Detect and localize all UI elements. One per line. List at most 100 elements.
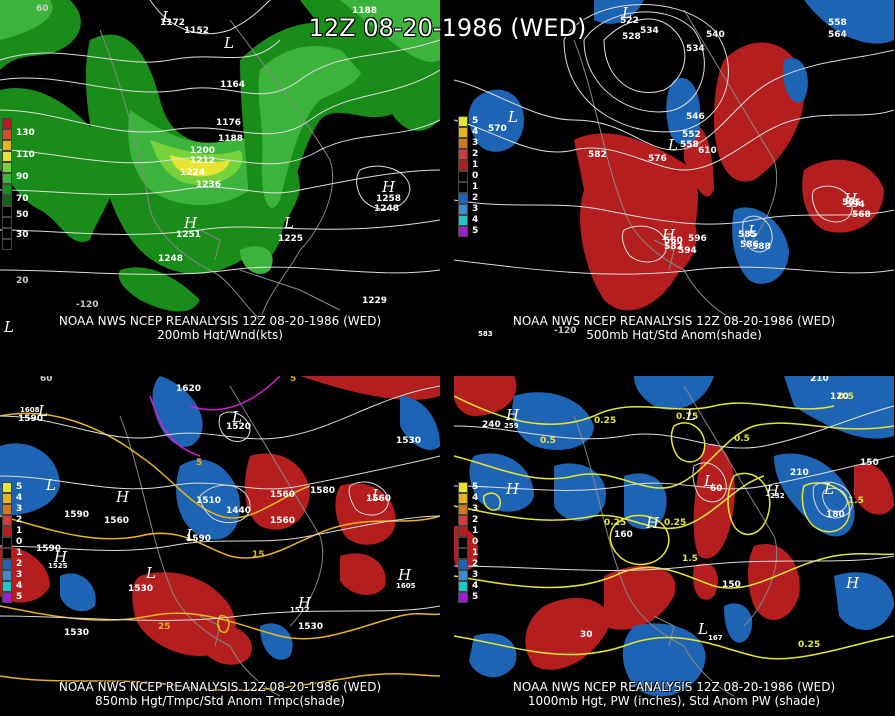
anomaly-legend: 5 4 3 2 1 0 1 2 3 4 5 <box>2 482 22 603</box>
panel-850mb: 1590 1608 1620 1560 1530 1590 1560 1590 … <box>0 376 440 716</box>
contour-label: 5 <box>196 458 203 468</box>
legend-label: 130 <box>16 128 35 138</box>
contour-label: 1164 <box>220 80 246 90</box>
contour-label: 5 <box>290 376 297 384</box>
panel-200mb: 1172 1152 1188 1164 1176 1188 1200 1212 … <box>0 0 440 340</box>
contour-label: 160 <box>614 530 633 540</box>
legend-label: 4 <box>472 493 479 503</box>
contour-label: 1258 <box>376 194 402 204</box>
contour-label: 180 <box>826 510 845 520</box>
high-center-marker: H <box>646 514 660 532</box>
low-center-marker: L <box>46 476 56 494</box>
contour-label: 1580 <box>310 486 336 496</box>
contour-label: 595 <box>842 198 861 208</box>
legend-label: 3 <box>472 138 479 148</box>
contour-label: 259 <box>504 422 519 430</box>
legend-label: 4 <box>16 581 23 591</box>
caption-line1: NOAA NWS NCEP REANALYSIS 12Z 08-20-1986 … <box>512 314 836 328</box>
high-center-marker: H <box>184 214 198 232</box>
contour-label: 1188 <box>218 134 244 144</box>
low-center-marker: L <box>508 108 518 126</box>
panel-caption: NOAA NWS NCEP REANALYSIS 12Z 08-20-1986 … <box>454 680 894 708</box>
contour-label: 60 <box>710 484 723 494</box>
contour-label: 1212 <box>190 156 216 166</box>
legend-label: 5 <box>472 482 479 492</box>
low-center-marker: L <box>146 564 156 582</box>
low-center-marker: L <box>668 136 678 154</box>
legend-label: 90 <box>16 172 29 182</box>
caption-line1: NOAA NWS NCEP REANALYSIS 12Z 08-20-1986 … <box>58 314 382 328</box>
contour-label: 0.25 <box>604 518 627 528</box>
high-center-marker: H <box>298 594 312 612</box>
contour-label: 1590 <box>64 510 90 520</box>
contour-label: 1530 <box>396 436 422 446</box>
contour-label: 540 <box>706 30 725 40</box>
contour-label: 564 <box>828 30 847 40</box>
contour-label: 1590 <box>18 414 44 424</box>
caption-line2: 1000mb Hgt, PW (inches), Std Anom PW (sh… <box>527 694 821 708</box>
legend-label: 4 <box>16 493 23 503</box>
legend-label: 0 <box>16 537 23 547</box>
contour-label: 150 <box>860 458 879 468</box>
legend-label: 0 <box>472 171 479 181</box>
legend-label: 2 <box>472 559 479 569</box>
legend-label: 4 <box>472 581 479 591</box>
contour-label: 1200 <box>190 146 216 156</box>
high-center-marker: H <box>662 226 676 244</box>
contour-label: 1440 <box>226 506 252 516</box>
legend-label: 1 <box>16 526 23 536</box>
contour-label: 1520 <box>226 422 252 432</box>
high-center-marker: H <box>506 480 520 498</box>
contour-label: 1248 <box>374 204 400 214</box>
contour-label: 1560 <box>270 490 296 500</box>
contour-label: 240 <box>482 420 501 430</box>
contour-label: 1251 <box>176 230 202 240</box>
contour-label: 30 <box>580 630 593 640</box>
contour-label: 576 <box>648 154 667 164</box>
legend-label: 70 <box>16 194 29 204</box>
low-center-marker: L <box>232 408 242 426</box>
low-center-marker: L <box>162 8 172 26</box>
legend-label: 1 <box>472 160 479 170</box>
map-200mb <box>0 0 440 321</box>
contour-label: 1560 <box>270 516 296 526</box>
contour-label: 0.5 <box>540 436 556 446</box>
legend-label: 30 <box>16 230 29 240</box>
contour-label: 586 <box>740 240 759 250</box>
high-center-marker: H <box>506 406 520 424</box>
legend-label: 50 <box>16 210 29 220</box>
contour-label: 1512 <box>290 606 310 614</box>
contour-label: 0.75 <box>676 412 699 422</box>
contour-label: 167 <box>708 634 723 642</box>
wind-legend: 130 110 90 70 50 30 <box>2 118 35 250</box>
contour-label: 1590 <box>186 534 212 544</box>
contour-label: 15 <box>252 550 265 560</box>
high-center-marker: H <box>382 178 396 196</box>
contour-label: 1152 <box>184 26 210 36</box>
panel-caption: NOAA NWS NCEP REANALYSIS 12Z 08-20-1986 … <box>0 314 440 340</box>
contour-label: 25 <box>158 622 171 632</box>
legend-label: 5 <box>472 226 479 236</box>
legend-label: 2 <box>16 559 23 569</box>
high-center-marker: H <box>398 566 412 584</box>
contour-label: 1605 <box>396 582 416 590</box>
contour-label: 210 <box>810 376 829 384</box>
high-center-marker: H <box>116 488 130 506</box>
legend-label: 2 <box>472 149 479 159</box>
low-center-marker: L <box>186 526 196 544</box>
contour-label: 1530 <box>64 628 90 638</box>
contour-label: 546 <box>686 112 705 122</box>
contour-label: 1224 <box>180 168 206 178</box>
high-center-marker: H <box>844 190 858 208</box>
low-center-marker: L <box>372 486 382 504</box>
legend-label: 3 <box>16 504 23 514</box>
contour-label: 570 <box>488 124 507 134</box>
contour-label: 610 <box>698 146 717 156</box>
contour-label: 534 <box>640 26 659 36</box>
legend-label: 0 <box>472 537 479 547</box>
contour-label: 210 <box>790 468 809 478</box>
contour-label: 594 <box>846 200 865 210</box>
contour-label: 1525 <box>48 562 68 570</box>
contour-label: 1248 <box>158 254 184 264</box>
caption-line1: NOAA NWS NCEP REANALYSIS 12Z 08-20-1986 … <box>58 680 382 694</box>
